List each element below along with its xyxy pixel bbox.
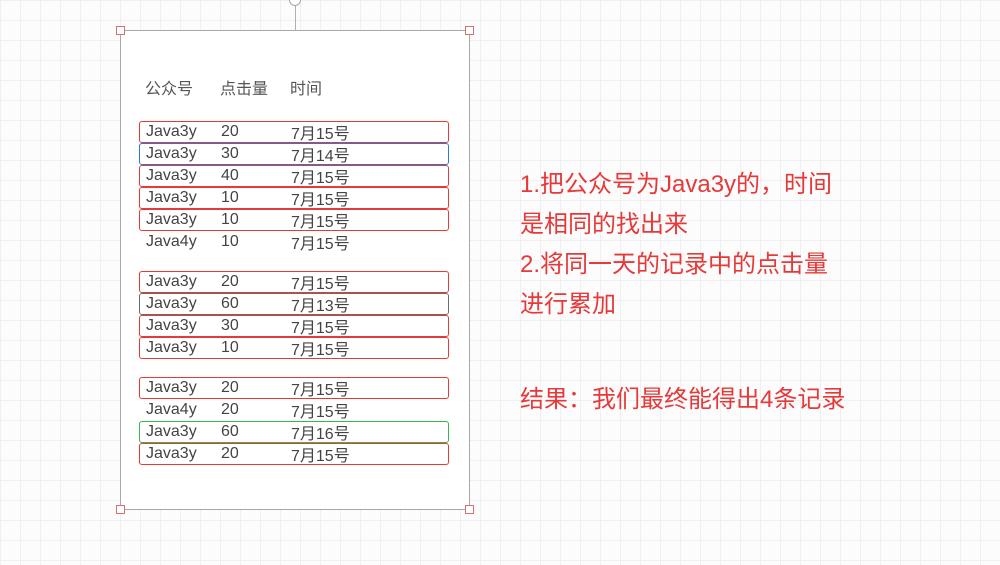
table-row: Java3y107月15号 [139,209,449,231]
cell-account: Java3y [146,379,221,397]
cell-clicks: 10 [221,339,291,357]
cell-account: Java3y [146,317,221,335]
table-row: Java3y407月15号 [139,165,449,187]
cell-clicks: 30 [221,317,291,335]
data-table: 公众号 点击量 时间 Java3y207月15号Java3y307月14号Jav… [139,71,449,483]
table-row: Java3y307月15号 [139,315,449,337]
cell-account: Java3y [146,211,221,229]
cell-time: 7月15号 [291,376,381,400]
rotation-handle[interactable] [289,0,301,6]
cell-clicks: 60 [221,295,291,313]
table-row: Java4y207月15号 [139,399,449,421]
cell-time: 7月13号 [291,292,381,316]
cell-account: Java3y [146,339,221,357]
cell-time: 7月15号 [291,398,381,422]
cell-account: Java3y [146,295,221,313]
cell-time: 7月15号 [291,208,381,232]
cell-account: Java4y [146,401,221,419]
cell-account: Java3y [146,145,221,163]
table-row: Java3y207月15号 [139,443,449,465]
cell-time: 7月15号 [291,120,381,144]
cell-account: Java3y [146,273,221,291]
resize-handle-br[interactable] [465,505,474,514]
table-row: Java3y207月15号 [139,271,449,293]
cell-time: 7月15号 [291,442,381,466]
table-row: Java3y107月15号 [139,187,449,209]
cell-clicks: 60 [221,423,291,441]
table-row: Java3y607月16号 [139,421,449,443]
cell-clicks: 20 [221,401,291,419]
resize-handle-bl[interactable] [116,505,125,514]
table-row: Java3y607月13号 [139,293,449,315]
cell-account: Java3y [146,445,221,463]
table-row: Java3y207月15号 [139,377,449,399]
table-group: Java3y207月15号Java3y307月14号Java3y407月15号J… [139,121,449,253]
cell-time: 7月15号 [291,336,381,360]
data-table-box[interactable]: 公众号 点击量 时间 Java3y207月15号Java3y307月14号Jav… [120,30,470,510]
cell-time: 7月15号 [291,164,381,188]
cell-time: 7月15号 [291,230,381,254]
table-row: Java3y107月15号 [139,337,449,359]
header-col2: 点击量 [220,75,290,99]
cell-time: 7月16号 [291,420,381,444]
cell-clicks: 40 [221,167,291,185]
table-row: Java3y307月14号 [139,143,449,165]
table-row: Java3y207月15号 [139,121,449,143]
result-text: 结果：我们最终能得出4条记录 [520,380,980,420]
table-group: Java3y207月15号Java3y607月13号Java3y307月15号J… [139,271,449,359]
resize-handle-tr[interactable] [465,26,474,35]
cell-time: 7月15号 [291,186,381,210]
cell-clicks: 20 [221,273,291,291]
cell-account: Java3y [146,423,221,441]
cell-account: Java3y [146,189,221,207]
cell-account: Java3y [146,167,221,185]
cell-time: 7月15号 [291,314,381,338]
cell-clicks: 10 [221,189,291,207]
cell-clicks: 10 [221,233,291,251]
cell-time: 7月14号 [291,142,381,166]
table-header: 公众号 点击量 时间 [139,71,449,121]
explain-line2: 是相同的找出来 [520,205,980,245]
cell-clicks: 20 [221,379,291,397]
cell-clicks: 20 [221,123,291,141]
header-col3: 时间 [290,75,380,99]
explanation-text: 1.把公众号为Java3y的，时间 是相同的找出来 2.将同一天的记录中的点击量… [520,165,980,325]
table-group: Java3y207月15号Java4y207月15号Java3y607月16号J… [139,377,449,465]
cell-clicks: 20 [221,445,291,463]
cell-clicks: 10 [221,211,291,229]
cell-clicks: 30 [221,145,291,163]
explain-line1: 1.把公众号为Java3y的，时间 [520,165,980,205]
header-col1: 公众号 [145,75,220,99]
cell-account: Java4y [146,233,221,251]
explain-line3: 2.将同一天的记录中的点击量 [520,245,980,285]
resize-handle-tl[interactable] [116,26,125,35]
cell-time: 7月15号 [291,270,381,294]
cell-account: Java3y [146,123,221,141]
table-row: Java4y107月15号 [139,231,449,253]
explain-line4: 进行累加 [520,285,980,325]
